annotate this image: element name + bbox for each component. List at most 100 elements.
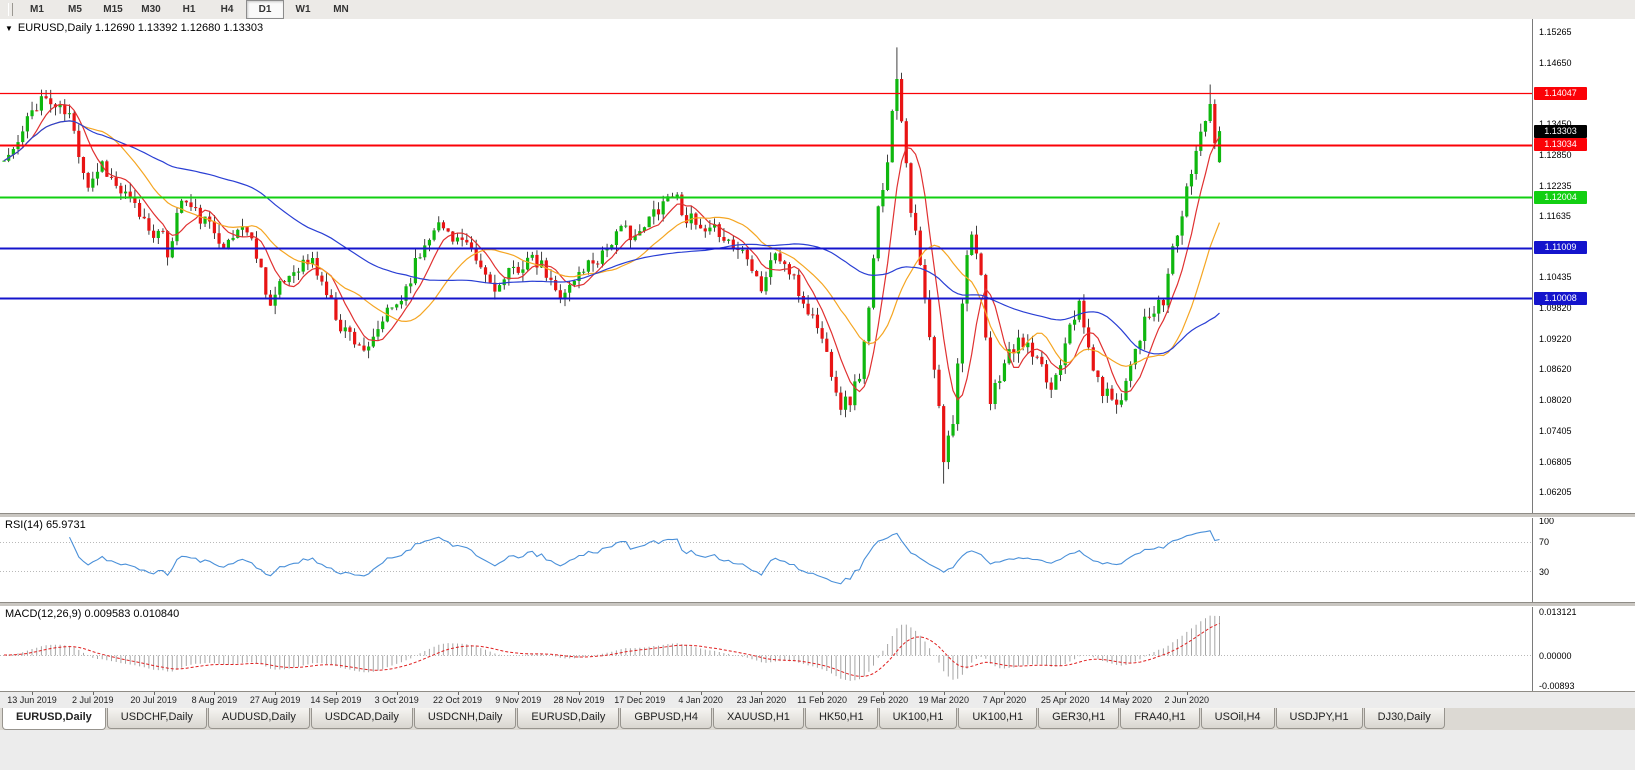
symbol-tab-fra40-h1-12[interactable]: FRA40,H1 — [1120, 707, 1200, 729]
toolbar-grip[interactable] — [8, 3, 13, 16]
chart-title: ▼ EURUSD,Daily 1.12690 1.13392 1.12680 1… — [5, 22, 263, 34]
date-label: 2 Jul 2019 — [72, 695, 114, 705]
date-label: 9 Nov 2019 — [495, 695, 542, 705]
rsi-axis-tick: 30 — [1539, 566, 1550, 577]
date-tick — [1004, 692, 1006, 695]
timeframe-button-m15[interactable]: M15 — [103, 4, 123, 15]
price-tick: 1.06805 — [1539, 456, 1572, 467]
date-label: 13 Jun 2019 — [7, 695, 57, 705]
symbol-tab-uk100-h1-10[interactable]: UK100,H1 — [958, 707, 1038, 729]
chart-dropdown-icon[interactable]: ▼ — [5, 23, 13, 33]
rsi-chart-canvas[interactable] — [0, 516, 1532, 602]
macd-axis-tick: 0.013121 — [1539, 606, 1577, 617]
price-tick: 1.12235 — [1539, 180, 1572, 191]
panel-splitter[interactable] — [0, 602, 1635, 607]
date-tick — [822, 692, 824, 695]
candle-wicks — [3, 47, 1220, 484]
symbol-tab-gbpusd-h4-6[interactable]: GBPUSD,H4 — [620, 707, 712, 729]
symbol-tab-usdcad-daily-3[interactable]: USDCAD,Daily — [310, 707, 413, 729]
timeframe-button-h1[interactable]: H1 — [182, 4, 196, 15]
symbol-tab-audusd-daily-2[interactable]: AUDUSD,Daily — [207, 707, 310, 729]
rsi-line — [69, 530, 1220, 585]
date-tick — [639, 692, 641, 695]
date-tick — [214, 692, 216, 695]
date-label: 17 Dec 2019 — [614, 695, 666, 705]
price-axis[interactable]: 1.15265 1.14650 1.13450 1.12850 1.12235 1.116… — [1532, 19, 1635, 691]
date-tick — [1126, 692, 1127, 695]
date-tick — [518, 692, 520, 695]
date-label: 23 Jan 2020 — [736, 695, 787, 705]
price-tick: 1.06205 — [1539, 486, 1572, 497]
symbol-tab-usoil-h4-13[interactable]: USOil,H4 — [1200, 707, 1275, 729]
symbol-tab-hk50-h1-8[interactable]: HK50,H1 — [804, 707, 878, 729]
symbol-tab-usdchf-daily-1[interactable]: USDCHF,Daily — [106, 707, 207, 729]
chart-title-text: EURUSD,Daily 1.12690 1.13392 1.12680 1.1… — [17, 22, 264, 34]
macd-panel[interactable]: MACD(12,26,9) 0.009583 0.010840 — [0, 605, 1532, 691]
chart-tabs-bar: EURUSD,Daily USDCHF,Daily AUDUSD,Daily USDC… — [0, 707, 1635, 731]
date-label: 14 Sep 2019 — [310, 695, 362, 705]
date-tick — [32, 692, 33, 695]
support-badge-111009: 1.11009 — [1534, 241, 1587, 254]
price-tick: 1.15265 — [1539, 26, 1572, 37]
macd-label: MACD(12,26,9) 0.009583 0.010840 — [5, 608, 180, 620]
timeframe-button-mn[interactable]: MN — [333, 4, 349, 15]
macd-axis-tick: -0.00893 — [1539, 680, 1575, 691]
date-axis[interactable]: 13 Jun 2019 2 Jul 2019 20 Jul 2019 8 Aug 20… — [0, 691, 1635, 708]
price-tick: 1.14650 — [1539, 58, 1572, 69]
rsi-label: RSI(14) 65.9731 — [5, 519, 86, 531]
symbol-tab-eurusd-daily-5[interactable]: EURUSD,Daily — [517, 707, 620, 729]
macd-axis-tick: 0.00000 — [1539, 650, 1572, 661]
symbol-tab-dj30-daily-15[interactable]: DJ30,Daily — [1363, 707, 1445, 729]
timeframe-button-m1[interactable]: M1 — [30, 4, 44, 15]
date-label: 7 Apr 2020 — [982, 695, 1027, 705]
macd-chart-canvas[interactable] — [0, 605, 1532, 691]
main-chart-panel[interactable]: ▼ EURUSD,Daily 1.12690 1.13392 1.12680 1… — [0, 19, 1532, 513]
date-tick — [153, 692, 155, 695]
price-tick: 1.13450 — [1539, 119, 1572, 129]
timeframe-button-h4[interactable]: H4 — [220, 4, 234, 15]
date-label: 2 Jun 2020 — [1164, 695, 1210, 705]
symbol-tab-ger30-h1-11[interactable]: GER30,H1 — [1038, 707, 1120, 729]
symbol-tab-eurusd-daily-0[interactable]: EURUSD,Daily — [2, 707, 106, 730]
date-tick — [882, 692, 884, 695]
date-label: 4 Jan 2020 — [678, 695, 723, 705]
symbol-tab-usdcnh-daily-4[interactable]: USDCNH,Daily — [413, 707, 517, 729]
date-label: 3 Oct 2019 — [374, 695, 419, 705]
symbol-tab-uk100-h1-9[interactable]: UK100,H1 — [878, 707, 958, 729]
date-label: 27 Aug 2019 — [249, 695, 301, 705]
macd-signal-line — [4, 623, 1220, 677]
price-tick: 1.09820 — [1539, 303, 1572, 314]
bear-candles — [35, 79, 1217, 463]
price-tick: 1.12850 — [1539, 149, 1572, 160]
date-label: 25 Apr 2020 — [1040, 695, 1090, 705]
rsi-panel[interactable]: RSI(14) 65.9731 — [0, 516, 1532, 602]
timeframe-button-m5[interactable]: M5 — [68, 4, 82, 15]
date-label: 20 Jul 2019 — [130, 695, 177, 705]
symbol-tab-xauusd-h1-7[interactable]: XAUUSD,H1 — [712, 707, 804, 729]
date-label: 28 Nov 2019 — [553, 695, 605, 705]
price-tick: 1.10435 — [1539, 272, 1572, 283]
moving-average-7 — [3, 103, 1221, 401]
date-label: 8 Aug 2019 — [191, 695, 238, 705]
level-badge-112004: 1.12004 — [1534, 190, 1587, 204]
price-tick: 1.11635 — [1539, 211, 1571, 222]
timeframe-button-w1[interactable]: W1 — [295, 4, 311, 15]
date-label: 22 Oct 2019 — [432, 695, 483, 705]
resistance-badge-114047: 1.14047 — [1534, 86, 1587, 100]
date-label: 14 May 2020 — [1099, 695, 1153, 705]
date-tick — [579, 692, 580, 695]
timeframe-button-d1[interactable]: D1 — [246, 0, 284, 19]
candlestick-chart-canvas[interactable] — [0, 19, 1532, 513]
price-tick: 1.07405 — [1539, 426, 1572, 436]
symbol-tab-usdjpy-h1-14[interactable]: USDJPY,H1 — [1275, 707, 1363, 729]
date-label: 11 Feb 2020 — [797, 695, 848, 705]
timeframe-button-m30[interactable]: M30 — [141, 4, 161, 15]
price-tick: 1.08020 — [1539, 394, 1572, 405]
date-tick — [761, 692, 763, 695]
price-tick: 1.08620 — [1539, 364, 1572, 375]
panel-splitter[interactable] — [0, 513, 1635, 518]
support-badge-110008: 1.10008 — [1534, 291, 1587, 305]
date-tick — [700, 692, 702, 695]
date-tick — [335, 692, 337, 695]
macd-histogram — [3, 615, 1220, 681]
